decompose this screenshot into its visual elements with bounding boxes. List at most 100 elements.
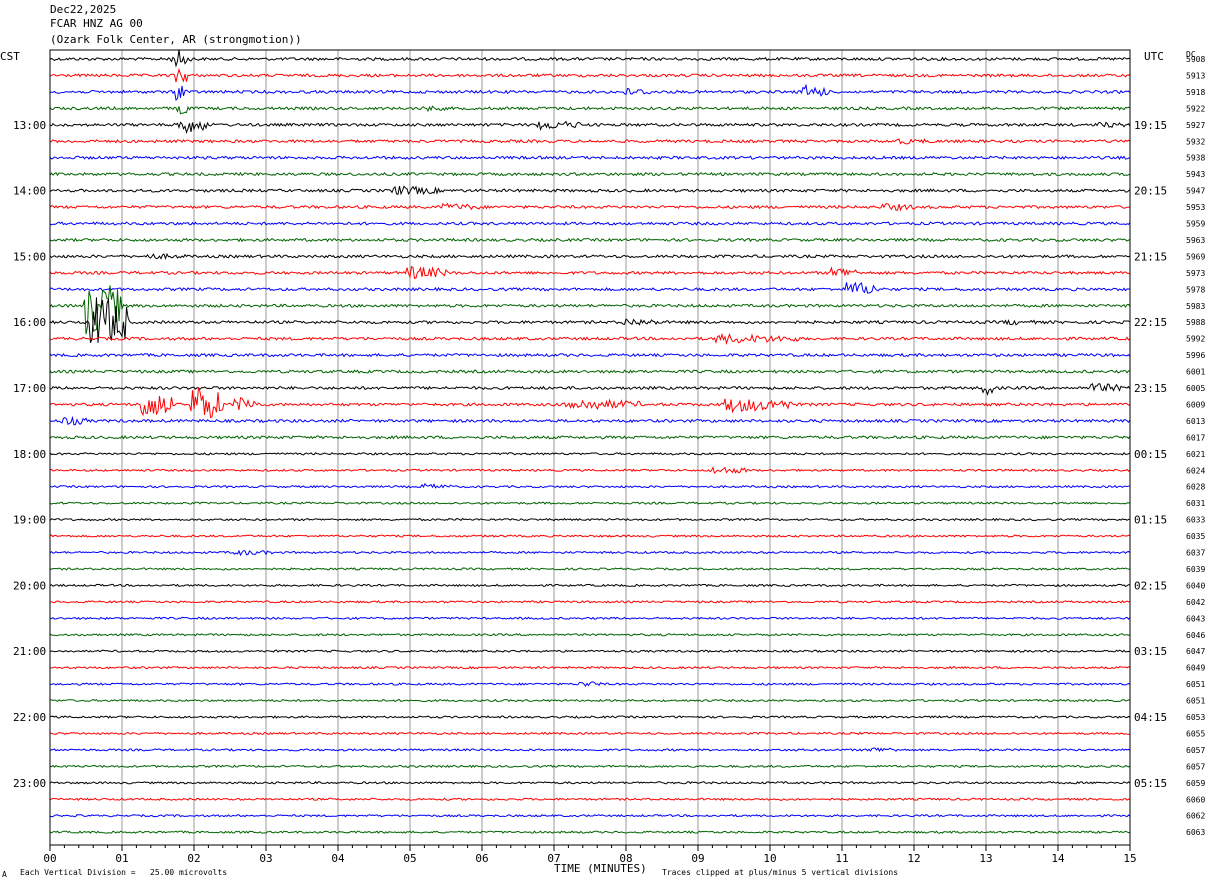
- dc-offset-label: 6059: [1186, 779, 1205, 788]
- utc-hour-labels: 19:15 20:15 21:15 22:15 23:15 00:15 01:15 02:15…: [1134, 119, 1167, 790]
- trace-line: [49, 747, 1131, 753]
- trace-line: [50, 698, 1131, 703]
- trace-line: [49, 567, 1131, 571]
- trace-line: [49, 415, 1131, 426]
- x-tick-labels: 00 01 02 03 04 05 06 07 08 09 10 11 12 13 14 15: [43, 852, 1136, 865]
- dc-offset-label: 5913: [1186, 71, 1205, 80]
- dc-offset-label: 6013: [1186, 417, 1205, 426]
- dc-offset-label: 6005: [1186, 384, 1205, 393]
- trace-line: [49, 813, 1131, 818]
- cst-zone-label: CST: [0, 50, 20, 63]
- x-tick-label-13: 13: [979, 852, 992, 865]
- x-tick-label-15: 15: [1123, 852, 1136, 865]
- utc-hour-label: 19:15: [1134, 119, 1167, 132]
- dc-offset-label: 5963: [1186, 236, 1205, 245]
- trace-line: [49, 285, 1131, 335]
- dc-offset-label: 6042: [1186, 598, 1205, 607]
- date-label: Dec22,2025: [50, 3, 117, 16]
- dc-offset-label: 6049: [1186, 664, 1205, 673]
- trace-line: [49, 202, 1131, 212]
- x-tick-label-03: 03: [259, 852, 272, 865]
- trace-line: [49, 297, 1131, 343]
- dc-offset-label: 6024: [1186, 466, 1205, 475]
- trace-line: [49, 105, 1131, 115]
- dc-offset-label: 6001: [1186, 368, 1205, 377]
- trace-line: [49, 517, 1131, 522]
- utc-hour-label: 04:15: [1134, 711, 1167, 724]
- dc-offset-label: 6021: [1186, 450, 1205, 459]
- utc-hour-label: 00:15: [1134, 448, 1167, 461]
- x-tick-label-00: 00: [43, 852, 56, 865]
- trace-line: [49, 185, 1131, 196]
- utc-hour-label: 01:15: [1134, 514, 1167, 527]
- x-tick-label-08: 08: [619, 852, 632, 865]
- dc-offset-label: 6031: [1186, 499, 1205, 508]
- dc-offset-label: 5996: [1186, 351, 1205, 360]
- utc-hour-label: 05:15: [1134, 777, 1167, 790]
- utc-hour-label: 23:15: [1134, 382, 1167, 395]
- dc-offset-label: 6051: [1186, 697, 1205, 706]
- plot-frame: [49, 49, 1131, 846]
- trace-line: [49, 221, 1131, 226]
- cst-hour-label: 17:00: [13, 382, 46, 395]
- dc-offset-label: 6035: [1186, 532, 1205, 541]
- x-tick-label-01: 01: [115, 852, 128, 865]
- dc-offset-label: 5983: [1186, 302, 1205, 311]
- trace-line: [49, 138, 1131, 145]
- utc-hour-label: 02:15: [1134, 579, 1167, 592]
- trace-line: [49, 120, 1131, 135]
- dc-offset-label: 5932: [1186, 137, 1205, 146]
- trace-line: [49, 534, 1131, 538]
- dc-offset-label: 6051: [1186, 680, 1205, 689]
- x-tick-label-09: 09: [691, 852, 704, 865]
- seismic-traces: [49, 49, 1131, 834]
- trace-line: [49, 501, 1131, 505]
- trace-line: [49, 781, 1131, 785]
- trace-line: [49, 466, 1131, 475]
- trace-line: [49, 452, 1131, 456]
- x-tick-label-07: 07: [547, 852, 560, 865]
- x-tick-label-06: 06: [475, 852, 488, 865]
- trace-line: [49, 237, 1131, 243]
- trace-line: [49, 435, 1131, 440]
- vertical-division-note: Each Vertical Division = 25.00 microvolt…: [20, 868, 228, 877]
- dc-offset-label: 5959: [1186, 220, 1205, 229]
- cst-hour-label: 13:00: [13, 119, 46, 132]
- trace-line: [49, 633, 1131, 637]
- dc-offset-label: 6057: [1186, 762, 1205, 771]
- x-tick-label-05: 05: [403, 852, 416, 865]
- corner-mark: A: [2, 870, 7, 879]
- dc-offset-label: 6017: [1186, 433, 1205, 442]
- trace-line: [49, 387, 1131, 419]
- dc-offset-label: 5922: [1186, 104, 1205, 113]
- dc-offset-label: 5969: [1186, 252, 1205, 261]
- dc-offset-label: 5992: [1186, 335, 1205, 344]
- trace-line: [49, 265, 1131, 280]
- trace-line: [49, 83, 1131, 101]
- trace-line: [49, 281, 1131, 294]
- cst-hour-label: 18:00: [13, 448, 46, 461]
- dc-offset-labels: 5908 5913 5918 5922 5927 5932 5938 5943 5947 5953…: [1186, 55, 1205, 837]
- cst-hour-label: 15:00: [13, 250, 46, 263]
- trace-line: [49, 764, 1131, 769]
- trace-line: [49, 67, 1131, 83]
- station-label: FCAR HNZ AG 00: [50, 17, 143, 30]
- trace-line: [49, 171, 1131, 177]
- dc-offset-label: 5927: [1186, 121, 1205, 130]
- dc-offset-label: 5908: [1186, 55, 1205, 64]
- trace-line: [49, 352, 1131, 358]
- dc-offset-label: 6060: [1186, 795, 1205, 804]
- cst-hour-label: 20:00: [13, 579, 46, 592]
- trace-line: [49, 830, 1131, 834]
- trace-line: [49, 155, 1131, 161]
- cst-hour-label: 23:00: [13, 777, 46, 790]
- x-tick-label-10: 10: [763, 852, 776, 865]
- dc-offset-label: 6047: [1186, 647, 1205, 656]
- dc-offset-label: 6028: [1186, 483, 1205, 492]
- dc-offset-label: 6040: [1186, 581, 1205, 590]
- x-tick-label-14: 14: [1051, 852, 1065, 865]
- trace-line: [49, 583, 1131, 588]
- dc-offset-label: 6046: [1186, 631, 1205, 640]
- dc-offset-label: 5938: [1186, 154, 1205, 163]
